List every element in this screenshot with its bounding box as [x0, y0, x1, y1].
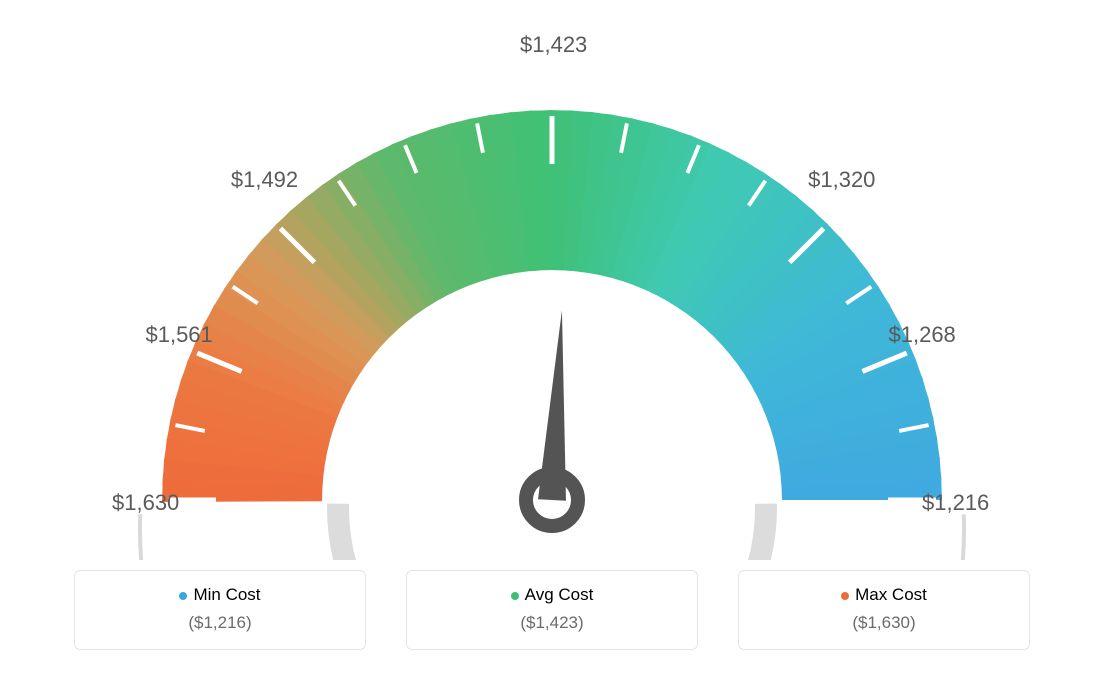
tick-label: $1,320 [808, 167, 875, 193]
legend-title-text: Avg Cost [525, 585, 594, 604]
tick-label: $1,216 [922, 490, 989, 516]
dot-icon [841, 592, 849, 600]
legend: Min Cost ($1,216) Avg Cost ($1,423) Max … [0, 570, 1104, 650]
gauge-svg [0, 0, 1104, 560]
legend-title-avg: Avg Cost [407, 585, 697, 605]
legend-title-max: Max Cost [739, 585, 1029, 605]
legend-value-max: ($1,630) [739, 613, 1029, 633]
legend-title-text: Min Cost [193, 585, 260, 604]
legend-box-max: Max Cost ($1,630) [738, 570, 1030, 650]
legend-value-min: ($1,216) [75, 613, 365, 633]
tick-label: $1,423 [520, 32, 587, 58]
legend-title-min: Min Cost [75, 585, 365, 605]
tick-label: $1,492 [231, 167, 298, 193]
tick-label: $1,561 [145, 322, 212, 348]
cost-gauge: $1,216 $1,268 $1,320 $1,423 $1,492 $1,561 $1,6… [0, 0, 1104, 560]
legend-title-text: Max Cost [855, 585, 927, 604]
tick-label: $1,268 [889, 322, 956, 348]
legend-box-avg: Avg Cost ($1,423) [406, 570, 698, 650]
tick-label: $1,630 [112, 490, 179, 516]
dot-icon [179, 592, 187, 600]
legend-value-avg: ($1,423) [407, 613, 697, 633]
dot-icon [511, 592, 519, 600]
legend-box-min: Min Cost ($1,216) [74, 570, 366, 650]
